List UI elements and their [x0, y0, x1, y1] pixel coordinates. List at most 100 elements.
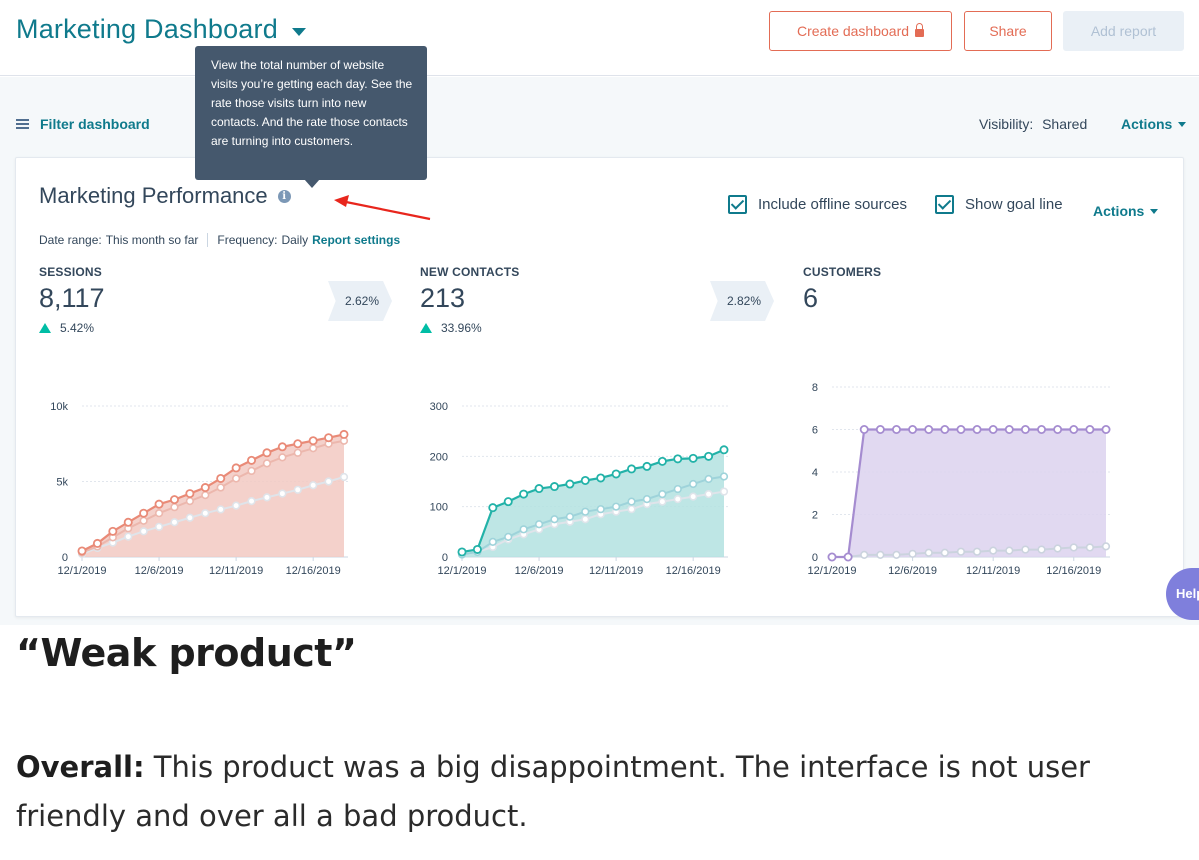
comparison-point: [1101, 542, 1111, 551]
review-title: “Weak product”: [16, 631, 357, 675]
data-point: [185, 489, 195, 499]
x-tick-label: 12/11/2019: [589, 565, 643, 577]
comparison-point: [309, 481, 318, 490]
date-range-value: This month so far: [105, 233, 199, 247]
comparison-point: [216, 483, 225, 492]
data-point: [972, 425, 982, 435]
add-report-button[interactable]: Add report: [1063, 11, 1184, 51]
comparison-point: [232, 474, 241, 483]
data-point: [827, 552, 837, 562]
comparison-point: [1085, 543, 1094, 552]
comparison-point: [247, 466, 256, 476]
comparison-point: [658, 489, 667, 499]
checkbox-checked-icon[interactable]: [935, 195, 954, 214]
report-settings-link[interactable]: Report settings: [312, 233, 401, 247]
data-point: [108, 526, 118, 536]
include-offline-checkbox[interactable]: Include offline sources: [728, 195, 907, 214]
data-point: [611, 469, 621, 479]
data-point: [92, 538, 102, 548]
series-area: [832, 429, 1106, 557]
comparison-point: [504, 532, 513, 541]
comparison-point: [704, 489, 713, 499]
include-offline-label: Include offline sources: [758, 196, 907, 213]
data-point: [339, 429, 349, 439]
data-point: [596, 473, 606, 483]
dashboard-actions-label: Actions: [1121, 116, 1173, 132]
x-tick-label: 12/1/2019: [808, 565, 857, 577]
comparison-point: [956, 547, 966, 556]
report-actions-menu[interactable]: Actions: [1093, 203, 1159, 219]
dashboard-actions-menu[interactable]: Actions: [1121, 116, 1187, 132]
comparison-point: [908, 549, 917, 558]
comparison-point: [627, 497, 636, 506]
comparison-point: [719, 472, 729, 481]
frequency-label: Frequency:: [217, 233, 278, 247]
comparison-point: [581, 507, 590, 516]
data-point: [200, 483, 210, 493]
x-tick-label: 12/6/2019: [135, 565, 184, 577]
comparison-point: [565, 512, 574, 521]
add-report-label: Add report: [1090, 23, 1157, 39]
data-point: [472, 544, 482, 554]
comparison-point: [216, 505, 225, 514]
comparison-point: [1021, 545, 1030, 554]
comparison-point: [719, 487, 729, 496]
chevron-down-icon[interactable]: [291, 27, 306, 36]
data-point: [247, 455, 257, 465]
share-label: Share: [989, 23, 1027, 39]
y-tick-label: 300: [430, 401, 448, 413]
overall-label: Overall:: [16, 750, 145, 784]
data-point: [534, 484, 544, 494]
y-tick-label: 100: [430, 502, 448, 514]
comparison-point: [673, 484, 682, 494]
share-button[interactable]: Share: [964, 11, 1052, 51]
x-tick-label: 12/11/2019: [209, 565, 263, 577]
data-point: [875, 425, 885, 435]
data-point: [688, 453, 698, 463]
comparison-point: [519, 525, 528, 534]
tooltip-text: View the total number of website visits …: [211, 58, 413, 148]
data-point: [488, 503, 498, 513]
filter-icon: [16, 118, 29, 130]
comparison-point: [262, 493, 272, 502]
tooltip-arrow: [304, 179, 320, 188]
data-point: [154, 499, 164, 509]
dashboard-selector[interactable]: Marketing Dashboard: [16, 14, 306, 45]
visibility-setting: Visibility: Shared: [979, 116, 1087, 132]
y-tick-label: 4: [812, 467, 818, 479]
help-label: Help: [1176, 586, 1199, 601]
top-bar: Marketing Dashboard Create dashboard Sha…: [0, 0, 1199, 76]
visibility-label: Visibility:: [979, 116, 1034, 132]
data-point: [940, 425, 950, 435]
trend-up-icon: [39, 323, 51, 333]
sessions-change: 5.42%: [39, 321, 94, 335]
create-dashboard-button[interactable]: Create dashboard: [769, 11, 952, 51]
y-tick-label: 0: [62, 552, 68, 564]
x-tick-label: 12/16/2019: [666, 565, 721, 577]
data-point: [549, 482, 559, 492]
comparison-point: [658, 497, 667, 506]
y-tick-label: 10k: [50, 401, 68, 413]
data-point: [642, 461, 652, 471]
data-point: [956, 425, 966, 435]
data-point: [908, 425, 918, 435]
comparison-point: [876, 550, 885, 559]
y-tick-label: 6: [812, 425, 818, 437]
lock-icon: [915, 23, 925, 37]
checkbox-checked-icon[interactable]: [728, 195, 747, 214]
report-title-row: Marketing Performance i: [39, 183, 291, 209]
data-point: [1085, 425, 1095, 435]
sessions-chart: 0 5k 10k 12/1/2019 12/6/2019 12/11/2019 12/16/…: [50, 401, 349, 577]
filter-dashboard-link[interactable]: Filter dashboard: [16, 116, 150, 132]
data-point: [719, 445, 729, 455]
data-point: [859, 425, 869, 435]
data-point: [657, 456, 667, 466]
data-point: [1053, 425, 1063, 435]
comparison-point: [940, 548, 949, 557]
show-goal-line-checkbox[interactable]: Show goal line: [935, 195, 1063, 214]
data-point: [988, 425, 998, 435]
x-tick-label: 12/6/2019: [515, 565, 564, 577]
comparison-point: [170, 503, 179, 512]
data-point: [704, 451, 714, 461]
info-icon[interactable]: i: [277, 189, 291, 203]
